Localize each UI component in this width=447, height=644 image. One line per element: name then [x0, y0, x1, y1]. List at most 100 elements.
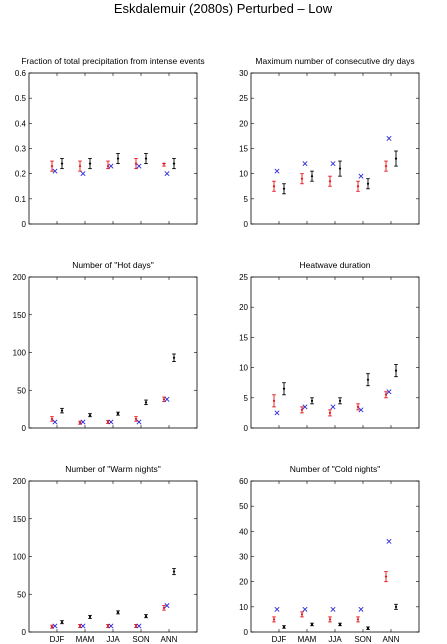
- panels: Fraction of total precipitation from int…: [13, 56, 420, 644]
- cross-marker-blue: [386, 538, 392, 544]
- errorbar-red: [300, 173, 304, 185]
- panel-title: Maximum number of consecutive dry days: [255, 56, 414, 66]
- y-tick-label: 0: [244, 424, 249, 433]
- y-tick-label: 15: [239, 333, 248, 342]
- y-tick-label: 30: [239, 553, 248, 562]
- cross-stroke: [330, 606, 336, 612]
- cross-marker-blue: [274, 410, 280, 416]
- y-tick-label: 50: [17, 386, 26, 395]
- data-point: [310, 623, 314, 626]
- errorbar-black: [116, 411, 120, 416]
- cross-stroke: [136, 419, 142, 425]
- figure-title: Eskdalemuir (2080s) Perturbed – Low: [114, 1, 333, 16]
- y-tick-label: 150: [13, 515, 27, 524]
- cross-marker-blue: [358, 173, 364, 179]
- y-tick-label: 100: [13, 553, 27, 562]
- data-point: [300, 408, 304, 411]
- errorbar-black: [144, 399, 148, 406]
- errorbar-red: [106, 624, 110, 628]
- cross-marker-blue: [302, 161, 308, 167]
- data-point: [78, 624, 82, 628]
- x-tick-label: DJF: [272, 635, 287, 644]
- data-point: [356, 618, 360, 621]
- cross-stroke: [358, 606, 364, 612]
- errorbar-black: [144, 153, 148, 165]
- errorbar-red: [356, 616, 360, 623]
- plot-frame: [28, 276, 198, 429]
- cross-stroke: [302, 404, 308, 410]
- y-tick-label: 0.5: [15, 94, 27, 103]
- data-point: [162, 398, 166, 401]
- cross-stroke: [274, 168, 280, 174]
- y-tick-label: 0.4: [15, 119, 27, 128]
- cross-stroke: [302, 161, 308, 167]
- cross-marker-blue: [274, 168, 280, 174]
- cross-stroke: [164, 396, 170, 402]
- cross-stroke: [80, 419, 86, 425]
- y-tick-label: 10: [239, 603, 248, 612]
- cross-stroke: [80, 623, 86, 629]
- plot-frame: [28, 480, 198, 633]
- errorbar-red: [384, 160, 388, 172]
- cross-marker-blue: [164, 171, 170, 177]
- errorbar-black: [88, 413, 92, 418]
- errorbar-black: [88, 158, 92, 170]
- y-tick-label: 200: [13, 273, 27, 282]
- y-tick-label: 5: [244, 394, 249, 403]
- data-point: [88, 162, 92, 165]
- errorbar-black: [282, 382, 286, 396]
- errorbar-black: [366, 178, 370, 190]
- data-point: [282, 387, 286, 390]
- errorbar-red: [328, 175, 332, 187]
- data-point: [144, 157, 148, 160]
- errorbar-black: [310, 170, 314, 182]
- data-point: [172, 162, 176, 165]
- cross-stroke: [164, 603, 170, 609]
- cross-marker-blue: [358, 606, 364, 612]
- cross-marker-blue: [164, 603, 170, 609]
- errorbar-red: [356, 180, 360, 192]
- errorbar-red: [106, 420, 110, 424]
- cross-marker-blue: [386, 389, 392, 395]
- x-tick-label: SON: [354, 635, 372, 644]
- plot-frame: [28, 72, 198, 225]
- data-point: [162, 606, 166, 609]
- data-point: [60, 162, 64, 165]
- data-point: [384, 165, 388, 168]
- data-point: [310, 175, 314, 178]
- data-point: [50, 417, 54, 421]
- data-point: [384, 393, 388, 396]
- y-tick-label: 60: [239, 477, 248, 486]
- y-tick-label: 15: [239, 145, 248, 154]
- errorbar-red: [328, 616, 332, 623]
- errorbar-red: [300, 611, 304, 618]
- y-tick-label: 40: [239, 527, 248, 536]
- data-point: [50, 625, 54, 628]
- errorbar-red: [50, 624, 54, 629]
- cross-stroke: [136, 163, 142, 169]
- data-point: [116, 412, 120, 415]
- cross-marker-blue: [80, 419, 86, 425]
- panel-2: Maximum number of consecutive dry days 0 5…: [239, 56, 420, 229]
- data-point: [366, 627, 370, 630]
- errorbar-red: [162, 605, 166, 611]
- data-point: [282, 625, 286, 629]
- y-tick-label: 10: [239, 170, 248, 179]
- errorbar-black: [282, 625, 286, 629]
- errorbar-black: [172, 158, 176, 170]
- errorbar-black: [60, 407, 64, 414]
- x-tick-label: MAM: [76, 635, 95, 644]
- errorbar-red: [272, 394, 276, 408]
- cross-stroke: [330, 161, 336, 167]
- data-point: [394, 605, 398, 608]
- panel-5: Number of "Warm nights" 0 50 100 150 200 DJF MA…: [13, 464, 198, 644]
- y-tick-label: 0.6: [15, 69, 27, 78]
- errorbar-black: [366, 626, 370, 630]
- errorbar-black: [60, 620, 64, 625]
- data-point: [394, 157, 398, 160]
- data-point: [162, 162, 166, 165]
- errorbar-black: [88, 614, 92, 619]
- plot-frame: [250, 72, 420, 225]
- y-tick-label: 0: [22, 424, 27, 433]
